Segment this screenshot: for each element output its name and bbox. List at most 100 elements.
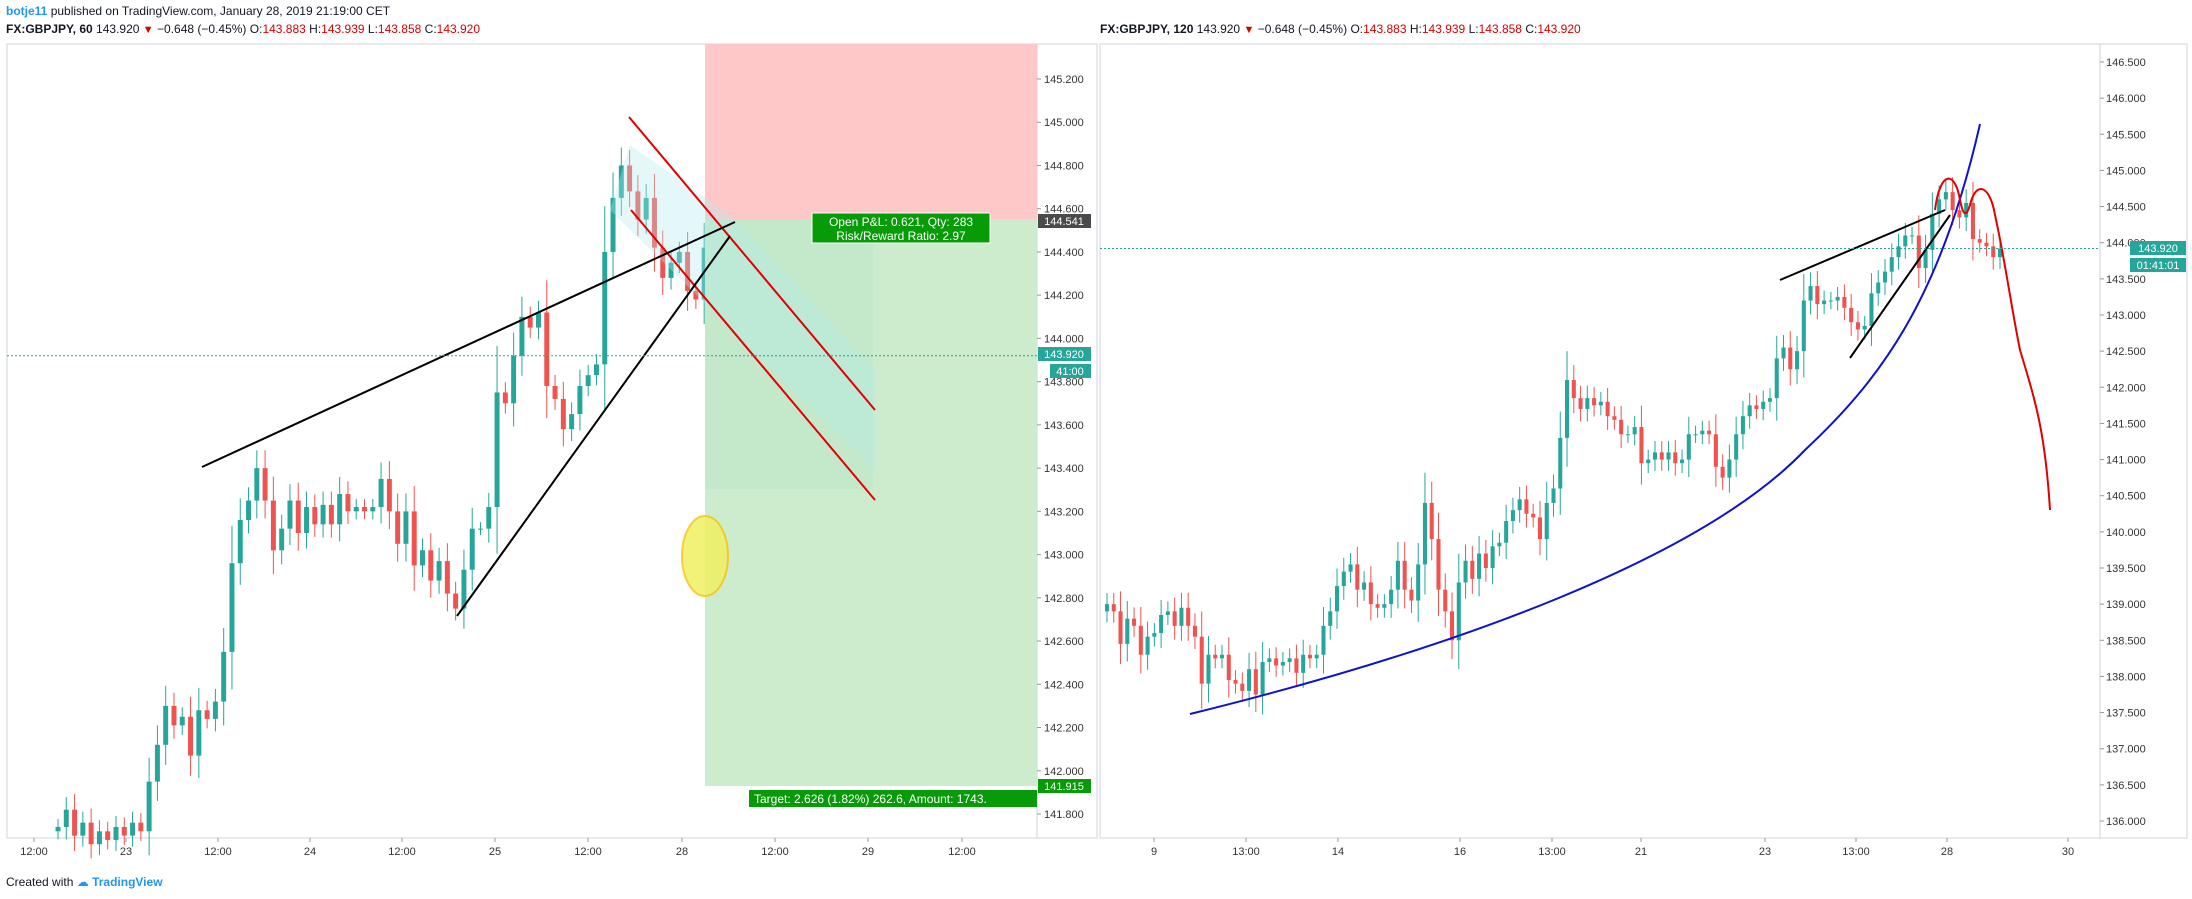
candle-body[interactable] bbox=[635, 191, 641, 220]
projected-path[interactable] bbox=[1934, 177, 2051, 511]
candle-body[interactable] bbox=[262, 468, 268, 501]
candle-body[interactable] bbox=[121, 826, 127, 836]
candle-body[interactable] bbox=[229, 563, 235, 652]
highlight-ellipse[interactable] bbox=[681, 515, 729, 597]
candle-body[interactable] bbox=[1206, 654, 1211, 684]
candle-body[interactable] bbox=[494, 392, 500, 508]
candle-body[interactable] bbox=[1889, 257, 1894, 272]
candle-body[interactable] bbox=[1159, 614, 1164, 634]
candle-body[interactable] bbox=[1605, 401, 1610, 417]
candle-body[interactable] bbox=[1226, 654, 1231, 681]
candle-body[interactable] bbox=[436, 561, 442, 581]
candle-body[interactable] bbox=[502, 392, 508, 404]
candle-body[interactable] bbox=[1713, 434, 1718, 467]
right-support-line[interactable] bbox=[1849, 214, 1951, 359]
candle-body[interactable] bbox=[1754, 405, 1759, 409]
candle-body[interactable] bbox=[279, 528, 285, 551]
candle-body[interactable] bbox=[1152, 633, 1157, 637]
candle-body[interactable] bbox=[1916, 235, 1921, 269]
right-chart-pane[interactable] bbox=[1099, 43, 2101, 839]
candle-body[interactable] bbox=[1646, 459, 1651, 464]
candle-body[interactable] bbox=[196, 710, 202, 756]
candle-body[interactable] bbox=[179, 716, 185, 726]
candle-body[interactable] bbox=[1402, 560, 1407, 590]
candle-body[interactable] bbox=[1551, 488, 1556, 503]
candle-body[interactable] bbox=[1747, 405, 1752, 417]
channel-upper-line[interactable] bbox=[628, 116, 876, 411]
candle-body[interactable] bbox=[1145, 636, 1150, 655]
candle-body[interactable] bbox=[1761, 401, 1766, 409]
candle-body[interactable] bbox=[1950, 192, 1955, 211]
candle-body[interactable] bbox=[527, 316, 533, 328]
candle-body[interactable] bbox=[237, 520, 243, 564]
candle-body[interactable] bbox=[163, 705, 169, 745]
candle-body[interactable] bbox=[1443, 589, 1448, 612]
candle-body[interactable] bbox=[1666, 452, 1671, 460]
candle-body[interactable] bbox=[486, 507, 492, 529]
candle-body[interactable] bbox=[1280, 661, 1285, 666]
candle-body[interactable] bbox=[1172, 611, 1177, 626]
candle-body[interactable] bbox=[1862, 325, 1867, 330]
candle-body[interactable] bbox=[1125, 618, 1130, 644]
candle-body[interactable] bbox=[1734, 434, 1739, 460]
candle-body[interactable] bbox=[113, 826, 119, 840]
candle-body[interactable] bbox=[469, 528, 475, 570]
legend-symbol[interactable]: FX:GBPJPY, 120 bbox=[1100, 22, 1194, 36]
candle-body[interactable] bbox=[370, 507, 376, 512]
candle-body[interactable] bbox=[1592, 398, 1597, 406]
candle-body[interactable] bbox=[1531, 513, 1536, 518]
candle-body[interactable] bbox=[1680, 459, 1685, 464]
candle-body[interactable] bbox=[395, 511, 401, 544]
candle-body[interactable] bbox=[1937, 199, 1942, 214]
candle-body[interactable] bbox=[320, 504, 326, 525]
candle-body[interactable] bbox=[1720, 466, 1725, 478]
candle-body[interactable] bbox=[1808, 286, 1813, 301]
candle-body[interactable] bbox=[478, 528, 483, 530]
candle-body[interactable] bbox=[138, 822, 144, 832]
candle-body[interactable] bbox=[1585, 398, 1590, 409]
candle-body[interactable] bbox=[577, 385, 583, 415]
candle-body[interactable] bbox=[1828, 300, 1833, 302]
candle-body[interactable] bbox=[362, 507, 368, 512]
candle-body[interactable] bbox=[585, 375, 591, 386]
candle-body[interactable] bbox=[1801, 300, 1806, 352]
candle-body[interactable] bbox=[188, 716, 194, 756]
candle-body[interactable] bbox=[1612, 416, 1617, 420]
candle-body[interactable] bbox=[569, 414, 575, 430]
candle-body[interactable] bbox=[1673, 452, 1678, 464]
parabolic-curve[interactable] bbox=[1189, 123, 1981, 715]
candle-body[interactable] bbox=[1842, 296, 1847, 308]
candle-body[interactable] bbox=[1429, 502, 1434, 540]
candle-body[interactable] bbox=[1923, 249, 1928, 269]
candle-body[interactable] bbox=[1700, 430, 1705, 435]
candle-body[interactable] bbox=[1598, 401, 1603, 406]
candle-body[interactable] bbox=[1930, 213, 1935, 250]
candle-body[interactable] bbox=[1619, 419, 1624, 435]
candle-body[interactable] bbox=[130, 822, 136, 836]
candle-body[interactable] bbox=[1964, 202, 1969, 218]
candle-body[interactable] bbox=[1497, 542, 1502, 547]
legend-symbol[interactable]: FX:GBPJPY, 60 bbox=[6, 22, 93, 36]
candle-body[interactable] bbox=[1565, 380, 1570, 438]
candle-body[interactable] bbox=[1652, 452, 1658, 460]
candle-body[interactable] bbox=[1132, 618, 1137, 626]
candle-body[interactable] bbox=[55, 826, 61, 832]
candle-body[interactable] bbox=[105, 831, 111, 840]
candle-body[interactable] bbox=[1788, 347, 1793, 370]
candle-body[interactable] bbox=[1104, 604, 1110, 612]
candle-body[interactable] bbox=[1233, 680, 1238, 684]
candle-body[interactable] bbox=[461, 569, 467, 609]
candle-body[interactable] bbox=[610, 197, 616, 252]
candle-body[interactable] bbox=[1274, 658, 1279, 666]
pnl-label[interactable]: Open P&L: 0.621, Qty: 283 Risk/Reward Ra… bbox=[811, 212, 991, 244]
candle-body[interactable] bbox=[1970, 202, 1975, 240]
candle-body[interactable] bbox=[1253, 669, 1258, 695]
candle-body[interactable] bbox=[270, 500, 276, 551]
candle-body[interactable] bbox=[1260, 661, 1265, 695]
candle-body[interactable] bbox=[1355, 564, 1360, 590]
candle-body[interactable] bbox=[312, 507, 318, 525]
candle-body[interactable] bbox=[1686, 434, 1691, 460]
candle-body[interactable] bbox=[544, 312, 550, 386]
candle-body[interactable] bbox=[1984, 242, 1989, 247]
